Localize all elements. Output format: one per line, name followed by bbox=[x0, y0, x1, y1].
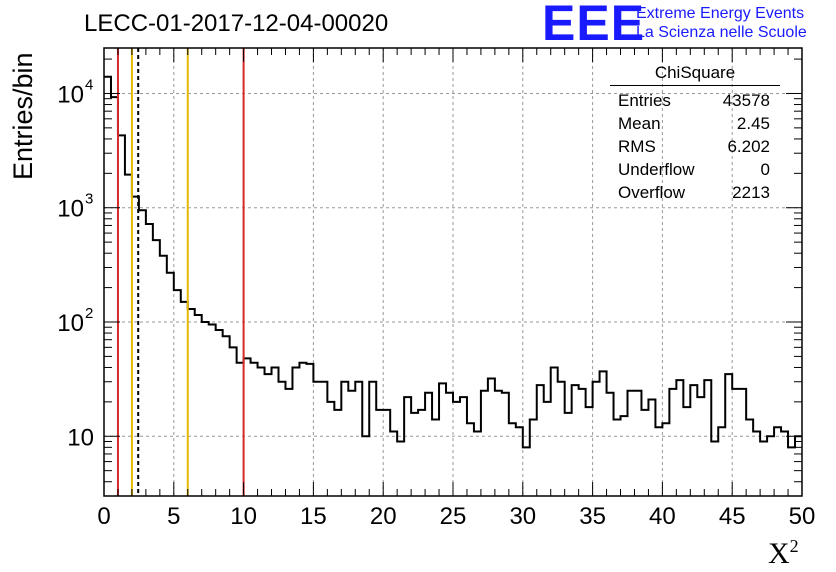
stats-value: 6.202 bbox=[727, 137, 770, 156]
stats-row: RMS 6.202 bbox=[610, 135, 780, 158]
logo-text: Extreme Energy Events La Scienza nelle S… bbox=[636, 4, 807, 42]
stats-label: RMS bbox=[618, 137, 656, 156]
x-tick-label: 25 bbox=[440, 503, 467, 530]
x-tick-label: 20 bbox=[370, 503, 397, 530]
stats-row: Entries 43578 bbox=[610, 89, 780, 112]
x-tick-label: 45 bbox=[719, 503, 746, 530]
y-tick-exponent: 4 bbox=[85, 76, 93, 93]
x-tick-label: 15 bbox=[300, 503, 327, 530]
stats-row: Mean 2.45 bbox=[610, 112, 780, 135]
logo-line-1: Extreme Energy Events bbox=[636, 5, 805, 22]
x-axis-label: X2 bbox=[768, 536, 799, 571]
x-tick-label: 5 bbox=[167, 503, 180, 530]
y-tick-label: 10 bbox=[67, 424, 94, 451]
eee-logo: EEE bbox=[542, 0, 646, 51]
stats-row: Overflow 2213 bbox=[610, 181, 780, 204]
stats-box: ChiSquare Entries 43578 Mean 2.45 RMS 6.202… bbox=[610, 63, 780, 204]
y-tick-label: 10 bbox=[57, 196, 84, 223]
y-tick-exponent: 3 bbox=[85, 191, 93, 208]
y-tick-label: 10 bbox=[57, 310, 84, 337]
stats-row: Underflow 0 bbox=[610, 158, 780, 181]
stats-title: ChiSquare bbox=[610, 63, 780, 86]
stats-value: 2213 bbox=[732, 183, 770, 202]
stats-label: Overflow bbox=[618, 183, 686, 202]
x-tick-label: 40 bbox=[649, 503, 676, 530]
chart-title: LECC-01-2017-12-04-00020 bbox=[84, 10, 389, 37]
x-axis-label-base: X bbox=[768, 537, 790, 570]
stats-label: Mean bbox=[618, 114, 661, 133]
y-axis-label: Entries/bin bbox=[8, 52, 38, 180]
x-tick-label: 30 bbox=[509, 503, 536, 530]
stats-label: Underflow bbox=[618, 160, 695, 179]
x-tick-label: 10 bbox=[230, 503, 257, 530]
y-tick-exponent: 2 bbox=[85, 305, 93, 322]
logo-line-2: La Scienza nelle Scuole bbox=[636, 24, 807, 41]
x-tick-label: 0 bbox=[97, 503, 110, 530]
stats-value: 0 bbox=[760, 160, 770, 179]
stats-value: 43578 bbox=[722, 91, 770, 110]
y-tick-label: 10 bbox=[57, 81, 84, 108]
x-tick-label: 50 bbox=[789, 503, 816, 530]
stats-label: Entries bbox=[618, 91, 671, 110]
stats-value: 2.45 bbox=[736, 114, 770, 133]
x-axis-label-exponent: 2 bbox=[789, 536, 799, 556]
x-tick-label: 35 bbox=[579, 503, 606, 530]
histogram-line bbox=[104, 75, 802, 449]
